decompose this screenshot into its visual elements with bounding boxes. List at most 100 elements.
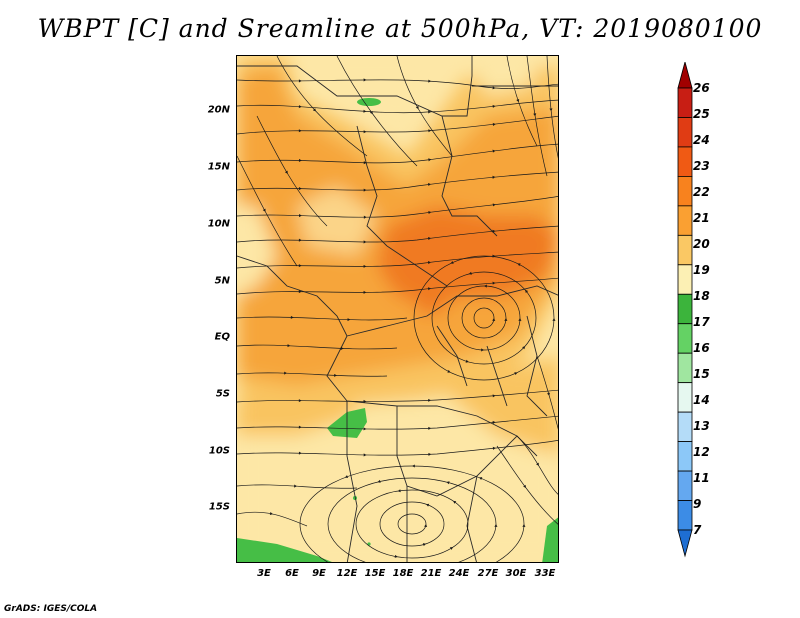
streamline-arrowhead [523,484,527,488]
colorbar-label: 18 [693,289,710,303]
streamline-arrowhead [504,317,508,321]
colorbar-label: 21 [693,211,710,225]
colorbar-label: 14 [693,393,710,407]
colorbar-label: 11 [693,471,710,485]
streamline-arrowhead [492,86,496,90]
y-tick-label: 10N [207,218,230,230]
x-tick-label: 3E [257,568,271,579]
colorbar-box [677,411,693,442]
streamline-arrowhead [397,489,401,493]
streamline-arrowhead [298,425,302,429]
streamline-arrowhead [428,426,432,430]
colorbar-box [677,264,693,295]
streamline-arrowhead [394,554,398,558]
colorbar-label: 26 [693,81,710,95]
streamline-arrowhead [492,394,496,398]
streamline-arrowhead [492,122,496,126]
streamline-arrowhead [363,290,367,294]
colorbar-label: 9 [693,497,702,511]
streamline-arrowhead [525,289,529,293]
colorbar-label: 23 [693,159,710,173]
y-tick-label: 15S [208,501,230,513]
streamline-arrowhead [363,161,367,165]
streamline-arrowhead [428,110,432,114]
streamline-arrowhead [518,318,522,321]
streamline-arrowhead [363,188,367,192]
streamline-arrowhead [492,104,496,108]
y-tick-label: 15N [207,161,230,173]
colorbar-label: 25 [693,107,710,121]
map-panel [236,55,559,563]
colorbar-bottom-triangle [677,529,693,558]
streamline-arrowhead [428,129,432,133]
y-tick-label: 10S [208,445,230,457]
colorbar-box [677,146,693,177]
streamline-arrowhead [298,158,302,162]
streamline-arrowhead [298,214,302,218]
streamline-arrowhead [269,512,273,516]
streamline-arrowhead [492,318,496,321]
footer-credit: GrADS: IGES/COLA [4,604,98,614]
streamline-arrowhead [453,500,457,504]
colorbar [677,62,693,558]
colorbar-label: 20 [693,237,710,251]
x-tick-label: 30E [505,568,527,579]
colorbar-label: 19 [693,263,710,277]
streamline-arrowhead [298,290,302,294]
streamline-arrowhead [468,271,472,275]
streamline-arrowhead [298,451,302,455]
streamline-arrowhead [492,203,496,207]
streamline-arrowhead [492,254,496,258]
streamline-arrowhead [298,399,302,403]
colorbar-box [677,293,693,325]
streamline-arrowhead [363,240,367,244]
colorbar-label: 24 [693,133,710,147]
colorbar-box [677,470,693,501]
streamline-arrowhead [363,130,367,134]
streamline-arrowhead [424,524,428,527]
streamline-arrowhead [334,373,337,377]
streamline-arrowhead [415,106,419,110]
streamline-arrowhead [422,543,427,547]
y-tick-label: 20N [207,104,230,116]
streamline-arrowhead [479,477,483,481]
streamline-arrowhead [347,318,351,322]
streamline-arrowhead [446,481,450,485]
streamline-arrowhead [428,452,432,456]
colorbar-box [677,382,693,413]
streamline-arrowhead [363,427,367,431]
streamline-arrowhead [492,420,496,424]
streamline-arrowhead [447,369,451,373]
y-tick-label: 5S [215,388,230,400]
streamline-arrowhead [428,287,431,291]
streamline-arrowhead [428,158,432,162]
x-tick-label: 15E [364,568,386,579]
streamline-arrowhead [340,346,344,350]
streamline-arrowhead [428,398,432,402]
colorbar-box [677,117,693,148]
streamline-arrowhead [428,79,432,83]
streamline-arrowhead [465,359,469,363]
streamline-arrowhead [494,524,498,527]
streamline-arrowhead [412,464,415,468]
streamline-arrowhead [298,238,302,242]
streamline-arrowhead [428,237,432,241]
streamline-arrowhead [287,344,291,348]
streamline-arrowhead [284,371,288,375]
colorbar-label: 17 [693,315,710,329]
streamline-arrowhead [492,175,496,179]
colorbar-label: 22 [693,185,710,199]
streamline-arrowhead [522,524,526,527]
streamline-arrowhead [298,79,302,83]
streamline-arrowhead [363,78,367,82]
streamline-arrowhead [492,446,496,450]
colorbar-box [677,205,693,236]
streamline-arrowhead [522,346,526,350]
streamline-arrowhead [363,109,367,113]
streamline-arrowhead [312,108,316,112]
streamline-arrowhead [344,475,349,478]
colorbar-label: 16 [693,341,710,355]
streamline-arrowhead [516,98,520,103]
x-tick-label: 24E [448,568,470,579]
colorbar-label: 13 [693,419,710,433]
